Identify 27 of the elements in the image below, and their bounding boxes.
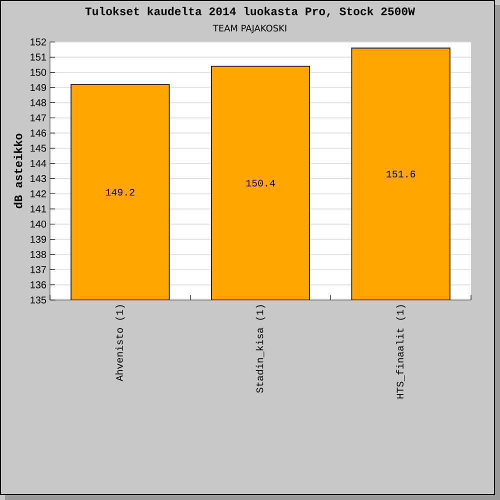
y-tick-label: 151 [30,54,46,61]
data-label: 149.2 [106,188,134,196]
y-tick-label: 150 [30,68,46,76]
y-tick-label: 140 [30,220,46,228]
y-tick-label: 146 [30,130,46,137]
data-label: 151.6 [386,170,416,178]
y-tick-label: 145 [30,144,46,152]
y-tick-label: 152 [30,38,46,46]
y-tick-label: 147 [30,114,46,122]
y-axis-title: dB asteikko [14,134,22,208]
y-tick-label: 148 [30,99,46,106]
x-tick-label: Stadin_kisa (1) [256,305,266,393]
data-label: 150.4 [246,180,275,187]
y-tick-label: 136 [30,281,46,288]
x-tick-label: Ahvenisto (1) [116,305,125,382]
y-tick-label: 138 [30,250,46,258]
y-tick-label: 149 [30,84,46,92]
x-tick-label: HTS_finaalit (1) [396,305,406,398]
y-tick-label: 143 [30,175,46,182]
y-tick-label: 144 [30,160,46,167]
y-tick-label: 142 [30,190,46,198]
chart-subtitle: TEAM PAJAKOSKI [212,24,286,34]
y-tick-label: 135 [30,296,46,304]
chart-title: Tulokset kaudelta 2014 luokasta Pro, Stock 2500W [85,6,415,18]
y-tick-label: 137 [30,266,46,274]
y-tick-label: 141 [30,206,46,212]
y-tick-label: 139 [30,236,46,243]
